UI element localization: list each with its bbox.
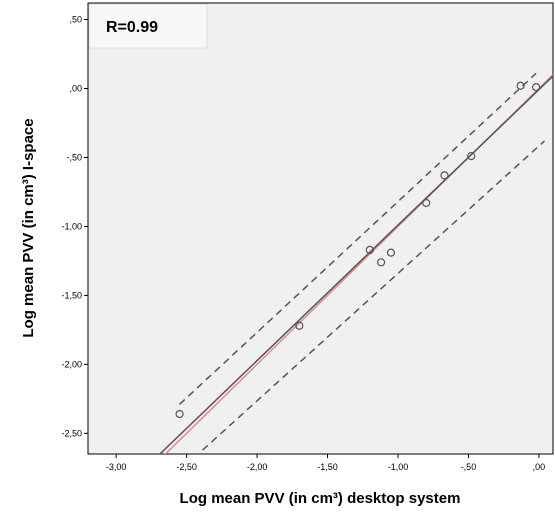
x-tick-label: -,50 bbox=[461, 462, 477, 472]
y-tick-label: -1,00 bbox=[61, 221, 82, 231]
x-tick-label: -1,50 bbox=[317, 462, 338, 472]
y-tick-label: -,50 bbox=[66, 152, 82, 162]
data-point bbox=[440, 171, 449, 180]
data-point bbox=[467, 151, 476, 161]
data-point bbox=[422, 198, 431, 208]
y-tick-label: -1,50 bbox=[61, 290, 82, 300]
x-tick-label: ,00 bbox=[533, 462, 546, 472]
confidence-band-lower bbox=[197, 140, 546, 454]
y-tick-label: -2,50 bbox=[61, 428, 82, 438]
x-tick-label: -2,50 bbox=[176, 462, 197, 472]
data-point bbox=[516, 81, 525, 90]
y-tick-label: -2,00 bbox=[61, 359, 82, 369]
x-tick-label: -2,00 bbox=[247, 462, 268, 472]
data-point bbox=[386, 248, 396, 257]
data-point bbox=[531, 83, 541, 92]
confidence-band-upper bbox=[179, 72, 537, 405]
data-point bbox=[376, 258, 386, 267]
y-tick-label: ,00 bbox=[69, 84, 82, 94]
data-point bbox=[175, 409, 184, 419]
data-point bbox=[365, 245, 374, 254]
y-tick-label: ,50 bbox=[69, 15, 82, 25]
x-tick-label: -3,00 bbox=[106, 462, 127, 472]
x-tick-label: -1,00 bbox=[388, 462, 409, 472]
annotation-r-value: R=0.99 bbox=[106, 19, 158, 36]
regression-fit-line bbox=[158, 75, 553, 454]
annotation-box bbox=[88, 3, 208, 49]
plot-area bbox=[87, 2, 554, 455]
x-axis-title: Log mean PVV (in cm³) desktop system bbox=[180, 490, 461, 507]
data-point bbox=[295, 321, 304, 330]
y-axis-title: Log mean PVV (in cm³) I-space bbox=[20, 118, 37, 337]
